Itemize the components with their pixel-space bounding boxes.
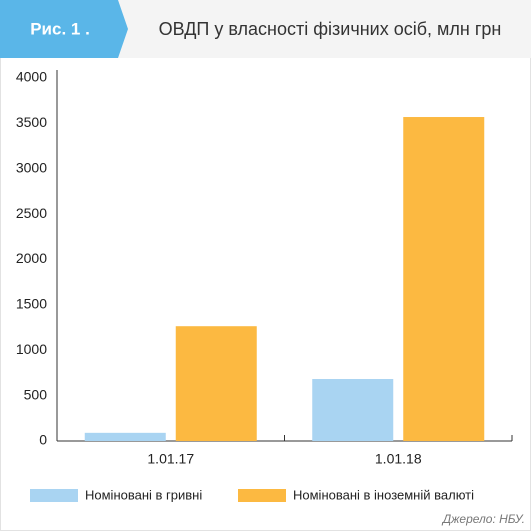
y-tick-label: 4000 — [16, 69, 47, 85]
bar — [403, 117, 485, 442]
bar — [175, 326, 257, 441]
figure-label: Рис. 1 . — [30, 19, 90, 38]
y-tick-label: 3000 — [16, 159, 47, 175]
legend-label: Номіновані в гривні — [85, 487, 202, 502]
legend-swatch — [30, 489, 78, 502]
bar — [312, 379, 394, 441]
figure-label-box — [0, 0, 128, 58]
x-tick-label: 1.01.17 — [147, 451, 194, 467]
bar — [84, 432, 166, 441]
y-tick-label: 1500 — [16, 296, 47, 312]
y-tick-label: 1000 — [16, 341, 47, 357]
y-tick-label: 0 — [39, 432, 47, 448]
x-tick-label: 1.01.18 — [375, 451, 422, 467]
source: Джерело: НБУ. — [441, 512, 525, 526]
legend-label: Номіновані в іноземній валюті — [293, 487, 474, 502]
y-tick-label: 500 — [24, 386, 48, 402]
y-tick-label: 3500 — [16, 114, 47, 130]
chart-title: ОВДП у власності фізичних осіб, млн грн — [159, 19, 502, 39]
y-tick-label: 2000 — [16, 250, 47, 266]
y-tick-label: 2500 — [16, 205, 47, 221]
legend-swatch — [238, 489, 286, 502]
